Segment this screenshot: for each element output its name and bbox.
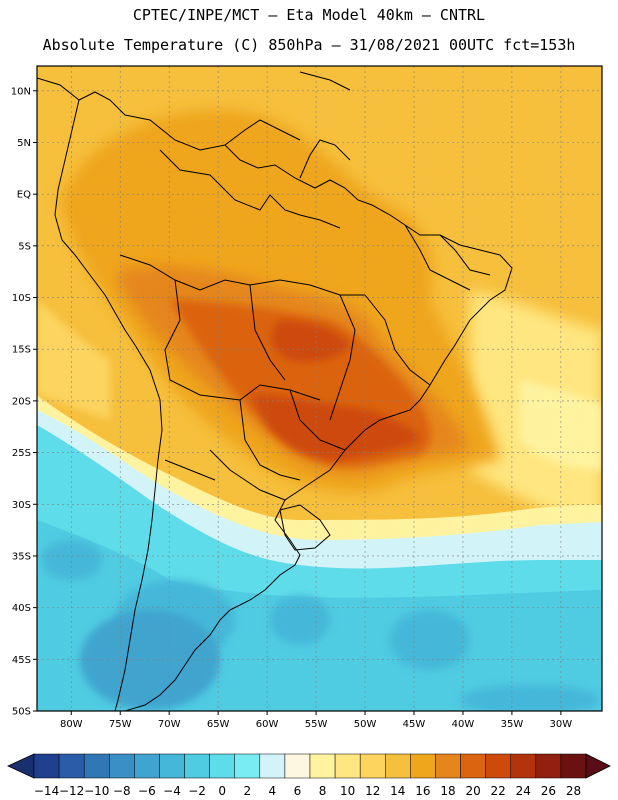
colorbar-cell (460, 753, 486, 779)
colorbar-cell (334, 753, 361, 779)
longitude-label: 60W (256, 719, 279, 730)
latitude-label: 25S (12, 448, 31, 459)
longitude-label: 80W (60, 719, 83, 730)
colorbar-label: 18 (440, 784, 455, 798)
colorbar-cell (58, 753, 85, 779)
colorbar-label: −4 (163, 784, 181, 798)
colorbar-cell (359, 753, 386, 779)
colorbar-label: 14 (390, 784, 405, 798)
colorbar-cell (284, 753, 311, 779)
map-title: CPTEC/INPE/MCT – Eta Model 40km – CNTRL (132, 6, 486, 24)
colorbar-cell (510, 753, 537, 779)
latitude-label: 45S (12, 655, 31, 666)
colorbar: −14 −12 −10 −8 −6 −4 −2 0 2 4 6 8 10 12 14 16 18 20 22 24 26… (7, 753, 611, 798)
colorbar-label: 4 (269, 784, 277, 798)
longitude-label: 55W (305, 719, 328, 730)
colorbar-cell (259, 753, 286, 779)
latitude-label: 5N (17, 138, 31, 149)
latitude-labels: 10N 5N EQ 5S 10S 15S 20S 25S 30S 35S 40S 45S 50S (11, 86, 37, 718)
colorbar-cell (435, 753, 461, 779)
colorbar-label: 8 (319, 784, 327, 798)
colorbar-label: 6 (294, 784, 302, 798)
coastline (37, 71, 513, 711)
colorbar-label: 0 (218, 784, 226, 798)
longitude-label: 75W (109, 719, 132, 730)
colorbar-right-arrow (585, 753, 611, 779)
colorbar-label: −2 (188, 784, 206, 798)
colorbar-cell (109, 753, 135, 779)
colorbar-label: −10 (84, 784, 109, 798)
colorbar-label: 10 (340, 784, 355, 798)
colorbar-cell (184, 753, 210, 779)
colorbar-cell (234, 753, 261, 779)
latitude-label: 5S (18, 241, 31, 252)
latitude-label: 40S (12, 603, 31, 614)
colorbar-cell (159, 753, 185, 779)
longitude-label: 35W (501, 719, 524, 730)
latitude-label: EQ (17, 190, 31, 201)
colorbar-label: −14 (34, 784, 59, 798)
colorbar-cell (385, 753, 411, 779)
colorbar-cell (33, 753, 60, 779)
colorbar-label: 2 (243, 784, 251, 798)
colorbar-cell (134, 753, 160, 779)
longitude-label: 50W (354, 719, 377, 730)
longitude-label: 40W (452, 719, 475, 730)
colorbar-label: 28 (566, 784, 581, 798)
longitude-label: 65W (207, 719, 230, 730)
colorbar-label: 26 (541, 784, 556, 798)
latitude-label: 15S (12, 345, 31, 356)
graticule (37, 66, 602, 711)
map-frame (36, 65, 603, 712)
latitude-label: 35S (12, 551, 31, 562)
colorbar-left-arrow (7, 753, 35, 779)
colorbar-label: −6 (138, 784, 156, 798)
colorbar-label: 20 (465, 784, 480, 798)
longitude-labels: 80W 75W 70W 65W 60W 55W 50W 45W 40W 35W 30W (60, 711, 572, 730)
longitude-label: 30W (550, 719, 573, 730)
map-subtitle: Absolute Temperature (C) 850hPa – 31/08/… (42, 36, 576, 54)
colorbar-cell (560, 753, 587, 779)
longitude-label: 45W (403, 719, 426, 730)
colorbar-cell (410, 753, 436, 779)
colorbar-label: 24 (516, 784, 531, 798)
colorbar-label: 22 (491, 784, 506, 798)
colorbar-cell (83, 753, 110, 779)
colorbar-cell (309, 753, 336, 779)
colorbar-label: 16 (415, 784, 430, 798)
colorbar-label: −8 (113, 784, 131, 798)
colorbar-label: −12 (59, 784, 84, 798)
colorbar-cell (485, 753, 511, 779)
latitude-label: 30S (12, 500, 31, 511)
latitude-label: 50S (12, 707, 31, 718)
latitude-label: 10N (11, 86, 31, 97)
longitude-label: 70W (158, 719, 181, 730)
colorbar-label: 12 (365, 784, 380, 798)
latitude-label: 20S (12, 396, 31, 407)
colorbar-cell (535, 753, 562, 779)
colorbar-cell (209, 753, 235, 779)
temperature-field (37, 66, 602, 711)
latitude-label: 10S (12, 293, 31, 304)
